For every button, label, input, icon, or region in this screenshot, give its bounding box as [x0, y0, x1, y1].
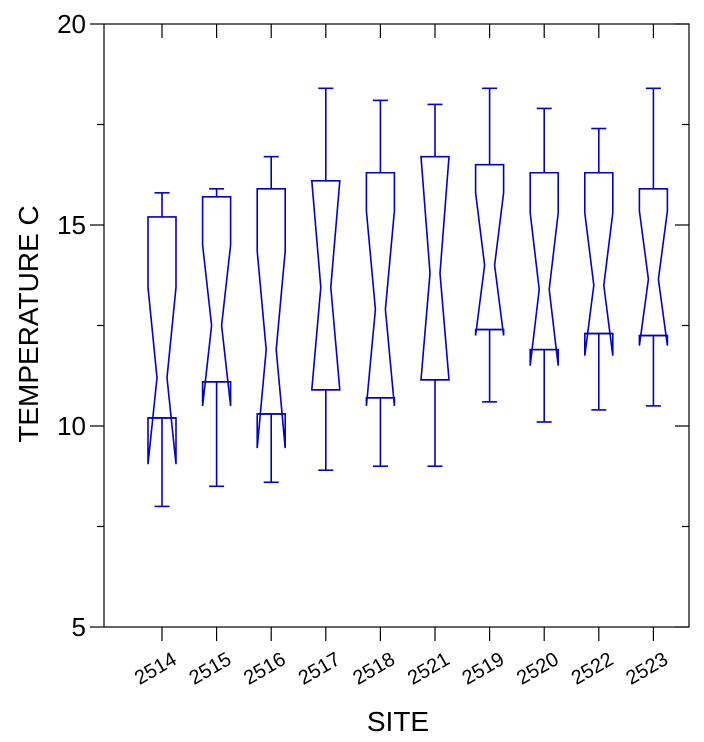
box-outline — [420, 155, 450, 381]
box-2522 — [583, 127, 614, 411]
y-axis: 5 10 15 20 — [57, 9, 689, 642]
box-2517 — [310, 87, 341, 472]
box-2514 — [147, 192, 177, 508]
x-tick-label: 2522 — [568, 648, 618, 689]
x-tick-label: 2515 — [186, 648, 236, 689]
y-tick-label: 20 — [57, 9, 86, 39]
box-outline — [638, 188, 669, 346]
box-2516 — [256, 155, 287, 484]
box-2520 — [529, 107, 560, 423]
x-tick-label: 2519 — [459, 648, 509, 689]
box-2515 — [201, 188, 232, 488]
box-outline — [529, 171, 560, 366]
y-axis-title: TEMPERATURE C — [13, 205, 44, 443]
x-tick-label: 2523 — [622, 648, 672, 689]
box-2523 — [638, 87, 669, 407]
box-outline — [310, 179, 341, 391]
x-axis: 2514 2515 2516 2517 2518 2521 2519 2520 2522 2523 — [131, 24, 672, 690]
box-outline — [365, 171, 396, 406]
box-outline — [474, 163, 505, 336]
x-tick-label: 2514 — [131, 648, 181, 689]
x-tick-label: 2517 — [295, 648, 345, 689]
box-2518 — [365, 99, 396, 468]
box-outline — [256, 188, 287, 449]
box-2519 — [474, 87, 505, 403]
y-tick-label: 5 — [72, 612, 86, 642]
plot-frame — [103, 23, 690, 628]
x-tick-label: 2516 — [240, 648, 290, 689]
box-2521 — [420, 103, 450, 468]
x-tick-label: 2521 — [404, 648, 454, 689]
boxes-layer — [147, 87, 669, 508]
x-tick-label: 2520 — [513, 648, 563, 689]
plot-border — [103, 23, 690, 628]
y-tick-label: 10 — [57, 411, 86, 441]
x-axis-title: SITE — [367, 706, 429, 737]
box-outline — [201, 196, 232, 406]
y-tick-label: 15 — [57, 210, 86, 240]
x-tick-label: 2518 — [349, 648, 399, 689]
box-outline — [583, 171, 614, 356]
